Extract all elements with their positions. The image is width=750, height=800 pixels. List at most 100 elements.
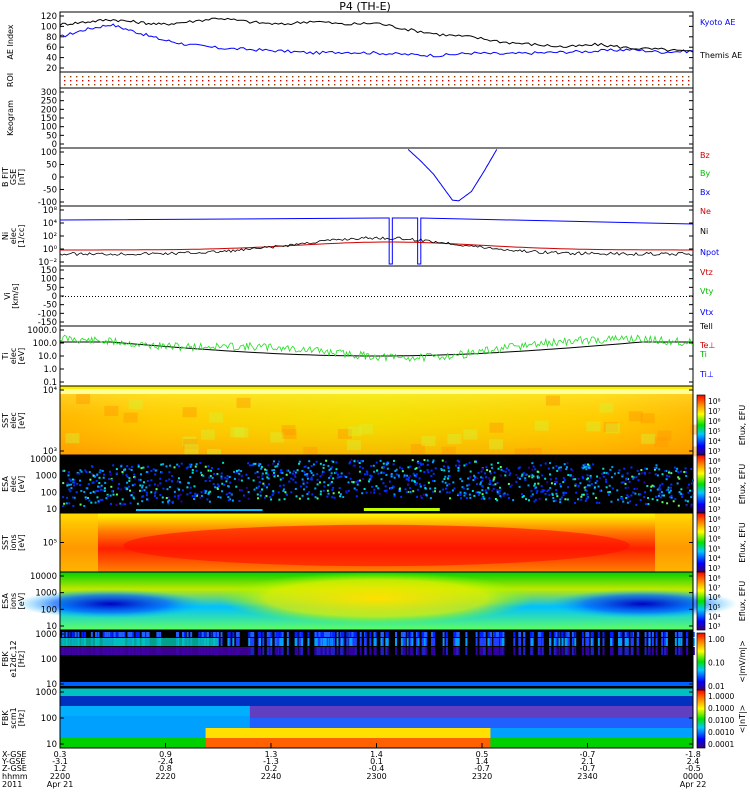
spectro-cell xyxy=(499,632,502,637)
roi-dot xyxy=(496,76,498,78)
spectro-cell xyxy=(380,638,383,646)
spectro-cell xyxy=(373,647,376,655)
spectro-cell xyxy=(513,632,516,637)
spectro-cell xyxy=(616,489,619,492)
roi-dot xyxy=(388,80,390,82)
spectro-cell xyxy=(547,488,550,491)
roi-dot xyxy=(202,84,204,86)
roi-dot xyxy=(124,80,126,82)
vi-zero-dot xyxy=(416,296,417,297)
spectro-cell xyxy=(480,470,483,473)
series-npot xyxy=(59,217,694,265)
spectro-cell xyxy=(407,478,410,481)
spectro-cell xyxy=(326,489,329,492)
spectro-cell xyxy=(336,473,339,476)
spectro-cell xyxy=(227,499,230,502)
spectro-cell xyxy=(400,647,403,655)
spectro-cell xyxy=(115,468,118,471)
spectro-cell xyxy=(381,638,384,646)
spectro-cell xyxy=(558,638,561,646)
roi-dot xyxy=(376,76,378,78)
ylabel-sst_i: ions xyxy=(9,534,18,550)
spectro-cell xyxy=(559,485,562,488)
roi-dot xyxy=(196,80,198,82)
spectro-cell xyxy=(385,463,388,466)
spectro-cell xyxy=(106,493,109,496)
spectro-cell xyxy=(665,647,668,655)
spectro-cell xyxy=(551,492,554,495)
spectro-cell xyxy=(336,476,339,479)
spectro-cell xyxy=(145,471,148,474)
spectro-cell xyxy=(499,647,502,655)
spectro-cell xyxy=(624,486,627,489)
spectro-cell xyxy=(481,476,484,479)
spectro-cell xyxy=(548,493,551,496)
spectro-cell xyxy=(543,489,546,492)
spectro-cell xyxy=(411,632,414,637)
spectro-cell xyxy=(647,497,650,500)
spectro-cell xyxy=(139,489,142,492)
spectro-cell xyxy=(130,465,133,468)
spectro-cell xyxy=(392,459,395,462)
roi-dot xyxy=(172,80,174,82)
spectro-cell xyxy=(509,472,512,475)
roi-dot xyxy=(106,84,108,86)
spectro-cell xyxy=(348,462,351,465)
spectro-cell xyxy=(531,468,534,471)
spectro-cell xyxy=(493,476,496,479)
roi-dot xyxy=(484,84,486,86)
spectro-cell xyxy=(503,492,506,495)
spectro-cell xyxy=(506,493,509,496)
spectro-cell xyxy=(673,466,676,469)
spectro-cell xyxy=(421,463,424,466)
spectro-cell xyxy=(328,647,331,655)
spectro-cell xyxy=(588,480,591,483)
spectro-cell xyxy=(178,465,181,468)
spectro-cell xyxy=(586,474,589,477)
spectro-band xyxy=(60,386,693,389)
vi-zero-dot xyxy=(65,296,66,297)
spectro-cell xyxy=(62,496,65,499)
vi-zero-dot xyxy=(617,296,618,297)
spectro-cell xyxy=(431,638,434,646)
spectro-cell xyxy=(377,472,380,475)
spectro-cell xyxy=(171,500,174,503)
spectro-cell xyxy=(471,489,474,492)
roi-dot xyxy=(646,76,648,78)
roi-dot xyxy=(112,80,114,82)
spectro-cell xyxy=(465,497,468,500)
spectro-cell xyxy=(194,465,197,468)
spectro-cell xyxy=(473,474,476,477)
spectro-cell xyxy=(173,490,176,493)
spectro-cell xyxy=(217,468,220,471)
vi-zero-dot xyxy=(692,296,693,297)
spectro-cell xyxy=(644,632,647,637)
spectro-cell xyxy=(590,638,593,646)
spectro-cell xyxy=(279,471,282,474)
spectro-cell xyxy=(587,638,590,646)
spectro-cell xyxy=(270,632,273,637)
spectro-cell xyxy=(361,467,364,470)
spectro-cell xyxy=(288,480,291,483)
roi-dot xyxy=(106,76,108,78)
spectro-cell xyxy=(257,476,260,479)
spectro-cell xyxy=(66,484,69,487)
spectro-cell xyxy=(549,478,552,481)
spectro-cell xyxy=(531,476,534,479)
spectro-cell xyxy=(674,647,677,655)
spectro-cell xyxy=(390,486,393,489)
spectro-cell xyxy=(563,491,566,494)
spectro-cell xyxy=(104,632,107,637)
spectro-cell xyxy=(373,638,376,646)
roi-dot xyxy=(430,76,432,78)
spectro-cell xyxy=(566,462,569,465)
spectro-cell xyxy=(221,482,224,485)
vi-zero-dot xyxy=(326,296,327,297)
roi-dot xyxy=(670,76,672,78)
roi-dot xyxy=(478,76,480,78)
spectro-cell xyxy=(487,632,490,637)
spectro-cell xyxy=(488,479,491,482)
spectro-cell xyxy=(364,632,367,637)
roi-dot xyxy=(418,80,420,82)
